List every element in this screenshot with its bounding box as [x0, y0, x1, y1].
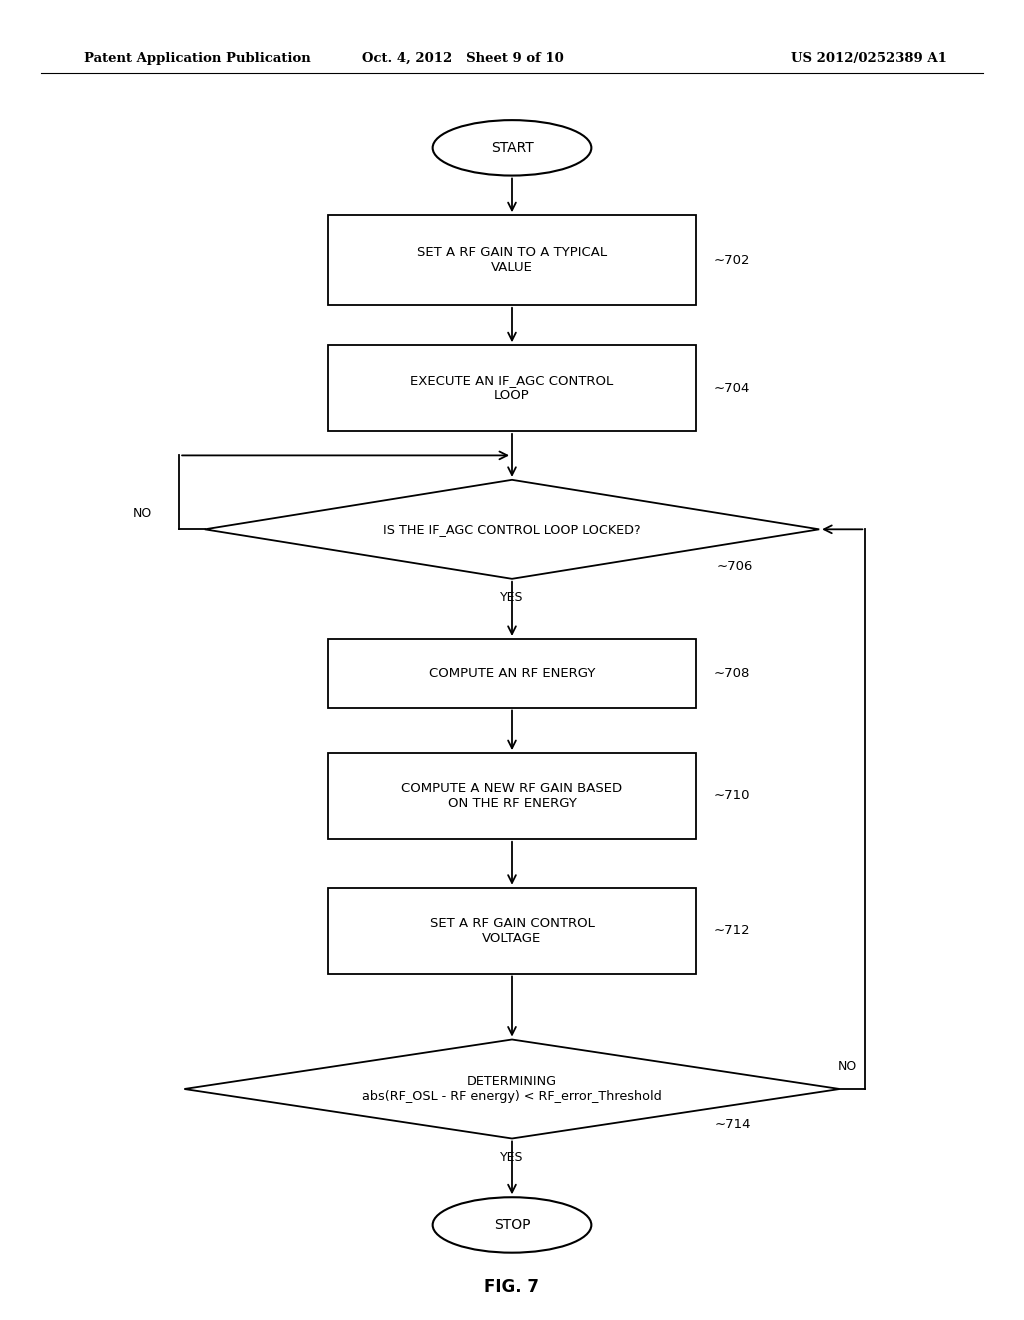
Text: ∼702: ∼702: [714, 253, 751, 267]
Polygon shape: [205, 480, 819, 578]
Text: DETERMINING
abs(RF_OSL - RF energy) < RF_error_Threshold: DETERMINING abs(RF_OSL - RF energy) < RF…: [362, 1074, 662, 1104]
Text: ∼708: ∼708: [714, 667, 751, 680]
Ellipse shape: [432, 120, 592, 176]
Text: ∼706: ∼706: [717, 560, 754, 573]
Bar: [328, 752, 696, 840]
Text: US 2012/0252389 A1: US 2012/0252389 A1: [792, 51, 947, 65]
Text: Patent Application Publication: Patent Application Publication: [84, 51, 310, 65]
Text: NO: NO: [132, 507, 152, 520]
Text: STOP: STOP: [494, 1218, 530, 1232]
Text: EXECUTE AN IF_AGC CONTROL
LOOP: EXECUTE AN IF_AGC CONTROL LOOP: [411, 374, 613, 403]
Bar: [328, 639, 696, 708]
Text: IS THE IF_AGC CONTROL LOOP LOCKED?: IS THE IF_AGC CONTROL LOOP LOCKED?: [383, 523, 641, 536]
Bar: [328, 346, 696, 430]
Text: ∼710: ∼710: [714, 789, 751, 803]
Text: ∼712: ∼712: [714, 924, 751, 937]
Text: FIG. 7: FIG. 7: [484, 1278, 540, 1296]
Text: ∼704: ∼704: [714, 381, 751, 395]
Ellipse shape: [432, 1197, 592, 1253]
Text: SET A RF GAIN CONTROL
VOLTAGE: SET A RF GAIN CONTROL VOLTAGE: [429, 916, 595, 945]
Text: Oct. 4, 2012   Sheet 9 of 10: Oct. 4, 2012 Sheet 9 of 10: [361, 51, 564, 65]
Text: START: START: [490, 141, 534, 154]
Text: ∼714: ∼714: [715, 1118, 752, 1131]
Polygon shape: [184, 1040, 840, 1138]
Text: YES: YES: [501, 591, 523, 605]
Text: YES: YES: [501, 1151, 523, 1164]
Bar: [328, 215, 696, 305]
Bar: [328, 888, 696, 974]
Text: NO: NO: [838, 1060, 857, 1073]
Text: SET A RF GAIN TO A TYPICAL
VALUE: SET A RF GAIN TO A TYPICAL VALUE: [417, 246, 607, 275]
Text: COMPUTE A NEW RF GAIN BASED
ON THE RF ENERGY: COMPUTE A NEW RF GAIN BASED ON THE RF EN…: [401, 781, 623, 810]
Text: COMPUTE AN RF ENERGY: COMPUTE AN RF ENERGY: [429, 667, 595, 680]
